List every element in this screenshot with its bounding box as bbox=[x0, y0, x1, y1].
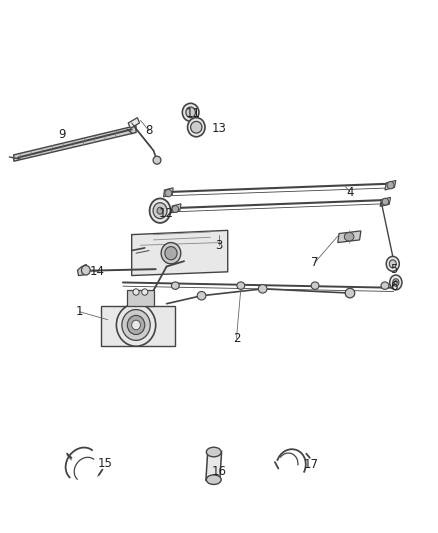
Ellipse shape bbox=[150, 198, 170, 223]
Ellipse shape bbox=[117, 304, 155, 346]
Text: 2: 2 bbox=[233, 332, 240, 345]
Ellipse shape bbox=[197, 292, 206, 300]
Text: 1: 1 bbox=[75, 305, 83, 318]
Polygon shape bbox=[385, 180, 396, 190]
Text: 9: 9 bbox=[58, 128, 66, 141]
Polygon shape bbox=[14, 126, 136, 161]
Ellipse shape bbox=[186, 107, 195, 118]
Ellipse shape bbox=[182, 103, 199, 122]
Text: 13: 13 bbox=[212, 122, 226, 135]
Polygon shape bbox=[101, 306, 175, 346]
Ellipse shape bbox=[258, 285, 267, 293]
Ellipse shape bbox=[171, 282, 179, 289]
Ellipse shape bbox=[127, 316, 145, 335]
Ellipse shape bbox=[311, 282, 319, 289]
Ellipse shape bbox=[142, 289, 148, 295]
Polygon shape bbox=[380, 197, 391, 206]
Ellipse shape bbox=[381, 282, 389, 289]
Polygon shape bbox=[171, 204, 181, 213]
Polygon shape bbox=[206, 451, 222, 480]
Polygon shape bbox=[132, 230, 228, 276]
Ellipse shape bbox=[191, 122, 202, 133]
Text: 7: 7 bbox=[311, 256, 319, 269]
Ellipse shape bbox=[153, 156, 161, 164]
Ellipse shape bbox=[133, 289, 139, 295]
Ellipse shape bbox=[187, 118, 205, 137]
Ellipse shape bbox=[389, 260, 396, 268]
Ellipse shape bbox=[344, 232, 354, 241]
Ellipse shape bbox=[206, 447, 221, 457]
Ellipse shape bbox=[165, 189, 172, 197]
Ellipse shape bbox=[382, 198, 389, 205]
Ellipse shape bbox=[165, 247, 177, 260]
Text: 17: 17 bbox=[303, 458, 318, 471]
Ellipse shape bbox=[237, 282, 245, 289]
Text: 16: 16 bbox=[212, 465, 226, 478]
Polygon shape bbox=[128, 118, 140, 128]
Polygon shape bbox=[78, 264, 87, 276]
Ellipse shape bbox=[157, 207, 163, 214]
Ellipse shape bbox=[387, 181, 394, 189]
Ellipse shape bbox=[81, 265, 90, 275]
Text: 15: 15 bbox=[98, 457, 113, 470]
Polygon shape bbox=[127, 290, 153, 306]
Polygon shape bbox=[163, 188, 173, 197]
Ellipse shape bbox=[386, 256, 399, 271]
Ellipse shape bbox=[206, 475, 221, 484]
Ellipse shape bbox=[390, 275, 402, 290]
Ellipse shape bbox=[122, 310, 150, 341]
Ellipse shape bbox=[153, 203, 167, 219]
Text: 5: 5 bbox=[390, 263, 397, 276]
Ellipse shape bbox=[132, 320, 141, 330]
Ellipse shape bbox=[161, 243, 181, 264]
Text: 8: 8 bbox=[145, 124, 153, 138]
Ellipse shape bbox=[393, 279, 399, 286]
Ellipse shape bbox=[172, 206, 179, 213]
Text: 6: 6 bbox=[390, 280, 397, 293]
Text: 4: 4 bbox=[346, 185, 354, 199]
Text: 11: 11 bbox=[185, 107, 200, 120]
Text: 12: 12 bbox=[159, 207, 174, 220]
Ellipse shape bbox=[394, 280, 397, 284]
Polygon shape bbox=[338, 231, 361, 243]
Text: 3: 3 bbox=[215, 239, 223, 252]
Ellipse shape bbox=[345, 288, 355, 298]
Text: 14: 14 bbox=[89, 265, 104, 278]
